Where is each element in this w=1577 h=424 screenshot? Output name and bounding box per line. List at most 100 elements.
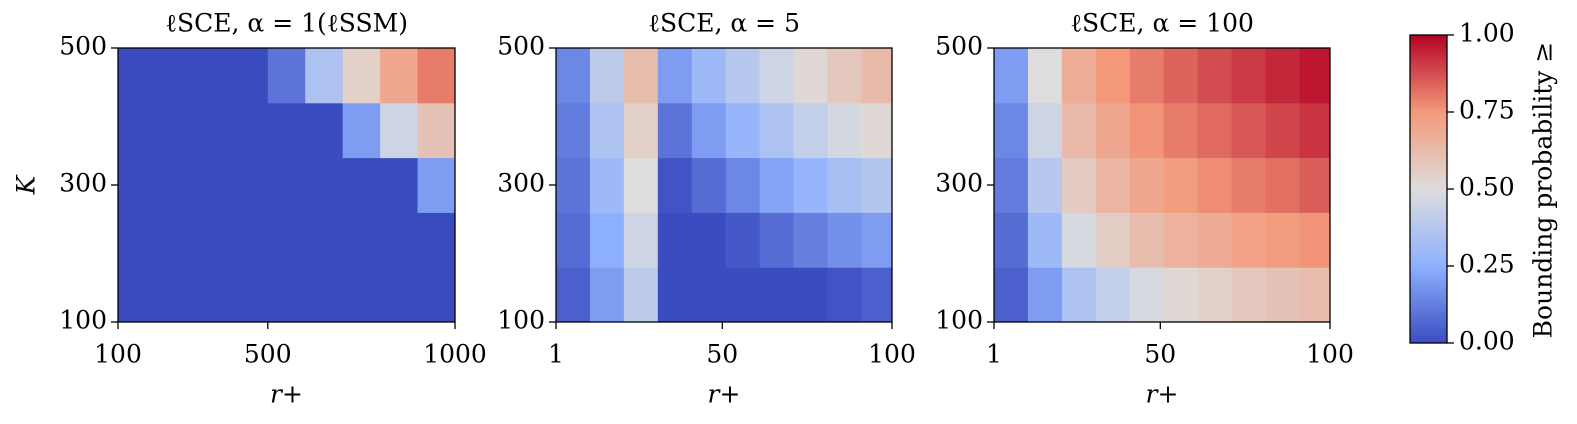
colorbar-step <box>1410 335 1447 339</box>
colorbar-step <box>1410 242 1447 246</box>
heatmap-cell <box>827 212 862 268</box>
heatmap-cell <box>657 102 693 159</box>
colorbar-step <box>1410 189 1447 193</box>
x-tick-label: 100 <box>1306 340 1354 369</box>
heatmap-cell <box>1265 102 1300 159</box>
colorbar-step <box>1410 199 1447 203</box>
heatmap-cell <box>691 48 727 104</box>
colorbar-tick-label: 1.00 <box>1459 19 1515 48</box>
heatmap-cell <box>1197 157 1233 213</box>
heatmap-cell <box>1197 267 1233 322</box>
colorbar-step <box>1410 153 1447 157</box>
heatmap-cell <box>1061 212 1097 268</box>
y-tick-label: 500 <box>935 32 983 61</box>
heatmap-cell <box>994 267 1029 322</box>
colorbar-step <box>1410 37 1447 41</box>
heatmap-cell <box>1027 157 1063 213</box>
colorbar-tick-label: 0.75 <box>1459 96 1515 125</box>
heatmap-cell <box>861 267 892 322</box>
colorbar-step <box>1410 142 1447 146</box>
colorbar-step <box>1410 296 1447 300</box>
heatmap-cell <box>380 157 419 213</box>
heatmap-cell <box>827 102 862 159</box>
colorbar-step <box>1410 273 1447 277</box>
heatmap-cell <box>1129 157 1165 213</box>
colorbar-step <box>1410 227 1447 231</box>
colorbar-step <box>1410 286 1447 290</box>
heatmap-cell <box>267 48 306 104</box>
colorbar-step <box>1410 325 1447 329</box>
colorbar-step <box>1410 201 1447 205</box>
colorbar-step <box>1410 327 1447 331</box>
colorbar-step <box>1410 194 1447 198</box>
heatmap-cell <box>994 157 1029 213</box>
x-tick-label: 1 <box>986 340 1002 369</box>
heatmap-cell <box>230 102 269 159</box>
colorbar-step <box>1410 240 1447 244</box>
colorbar-step <box>1410 283 1447 288</box>
heatmap-cell <box>417 48 455 104</box>
heatmap-cell <box>1061 102 1097 159</box>
heatmap-cell <box>691 212 727 268</box>
heatmap-cell <box>1197 48 1233 104</box>
colorbar-step <box>1410 266 1447 270</box>
colorbar-step <box>1410 86 1447 90</box>
heatmap-cell <box>793 267 829 322</box>
colorbar-step <box>1410 70 1447 74</box>
heatmap-cell <box>1265 157 1300 213</box>
heatmap-cell <box>192 157 231 213</box>
heatmap-cell <box>1231 48 1267 104</box>
colorbar-step <box>1410 314 1447 318</box>
heatmap-cell <box>267 157 306 213</box>
colorbar-step <box>1410 217 1447 221</box>
heatmap-cell <box>1299 267 1330 322</box>
colorbar-step <box>1410 212 1447 216</box>
colorbar-step <box>1410 145 1447 149</box>
heatmap-cell <box>192 48 231 104</box>
heatmap-cell <box>1027 48 1063 104</box>
colorbar-step <box>1410 289 1447 293</box>
heatmap-cell <box>589 267 625 322</box>
heatmap-cell <box>759 212 795 268</box>
colorbar-step <box>1410 165 1447 169</box>
heatmap-cell <box>623 212 659 268</box>
y-tick-label: 300 <box>59 169 107 198</box>
colorbar-step <box>1410 163 1447 167</box>
colorbar-step <box>1410 124 1447 128</box>
heatmap-cell <box>192 102 231 159</box>
heatmap-cell <box>827 48 862 104</box>
colorbar-step <box>1410 96 1447 100</box>
colorbar-step <box>1410 52 1447 57</box>
heatmap-cell <box>230 48 269 104</box>
heatmap-cell <box>623 102 659 159</box>
panel-title: ℓSCE, α = 100 <box>1070 9 1254 38</box>
x-axis-label: r+ <box>270 380 303 409</box>
heatmap-cell <box>1061 48 1097 104</box>
y-tick-label: 500 <box>59 32 107 61</box>
heatmap-cell <box>691 102 727 159</box>
heatmap-cell <box>118 267 156 322</box>
colorbar-step <box>1410 263 1447 267</box>
colorbar-step <box>1410 181 1447 185</box>
heatmap-cell <box>1095 48 1131 104</box>
heatmap-cell <box>305 212 344 268</box>
colorbar-step <box>1410 291 1447 295</box>
colorbar-step <box>1410 196 1447 200</box>
heatmap-cell <box>380 267 419 322</box>
heatmap-cell <box>793 102 829 159</box>
heatmap-cell <box>623 267 659 322</box>
heatmap-cell <box>267 212 306 268</box>
y-tick-label: 300 <box>497 169 545 198</box>
heatmap-cell <box>994 212 1029 268</box>
heatmap-cell <box>759 48 795 104</box>
colorbar-step <box>1410 40 1447 44</box>
x-axis-label: r+ <box>1146 380 1179 409</box>
heatmap-cell <box>417 212 455 268</box>
colorbar-step <box>1410 222 1447 226</box>
heatmap-cell <box>1163 157 1199 213</box>
heatmap-cell <box>589 102 625 159</box>
heatmap-cell <box>556 267 591 322</box>
colorbar-step <box>1410 245 1447 249</box>
heatmap-cell <box>556 212 591 268</box>
y-axis-label: K <box>12 174 41 195</box>
